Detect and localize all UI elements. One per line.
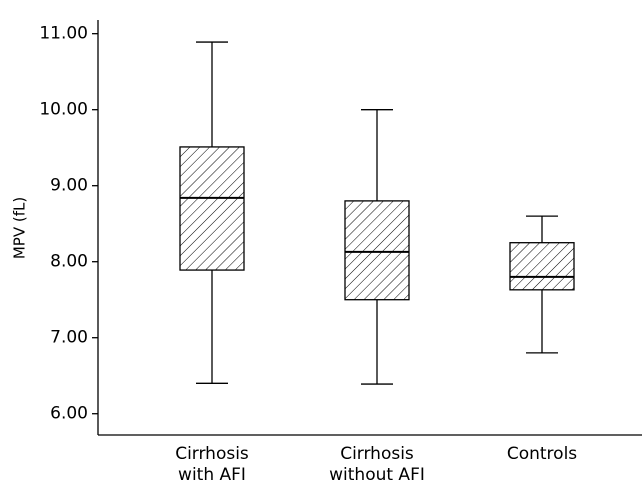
box xyxy=(179,146,245,271)
x-tick-label: Controls xyxy=(506,444,578,464)
y-tick-label: 7.00 xyxy=(50,328,88,348)
x-tick-label: Cirrhosis without AFI xyxy=(329,444,425,485)
box xyxy=(509,242,575,291)
x-tick-label: Cirrhosis with AFI xyxy=(175,444,249,485)
y-tick-label: 6.00 xyxy=(50,404,88,424)
y-tick-label: 8.00 xyxy=(50,252,88,272)
y-tick-label: 11.00 xyxy=(39,24,88,44)
y-tick-label: 9.00 xyxy=(50,176,88,196)
box xyxy=(344,200,410,301)
y-tick-label: 10.00 xyxy=(39,100,88,120)
y-axis-label: MPV (fL) xyxy=(11,197,29,259)
